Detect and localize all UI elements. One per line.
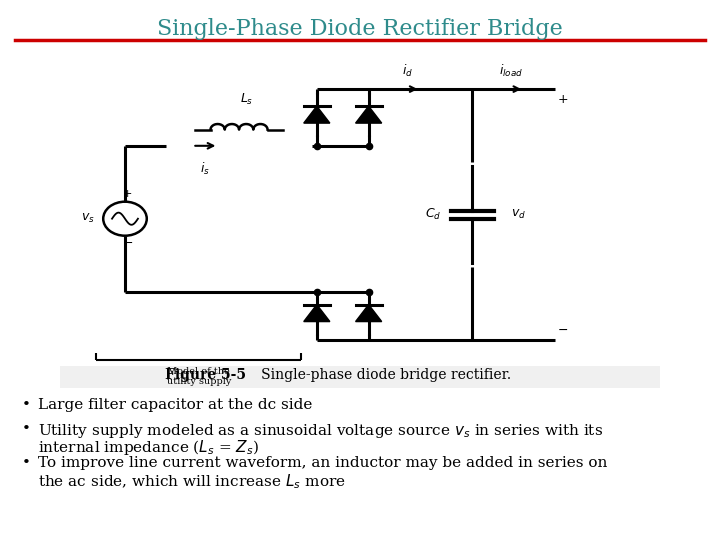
Polygon shape [304,305,330,322]
Text: $C_d$: $C_d$ [426,207,441,222]
Text: $L_s$: $L_s$ [240,92,253,107]
Text: $v_s$: $v_s$ [81,212,94,225]
Text: Utility supply modeled as a sinusoidal voltage source $v_s$ in series with its: Utility supply modeled as a sinusoidal v… [38,422,603,440]
Text: Single-Phase Diode Rectifier Bridge: Single-Phase Diode Rectifier Bridge [157,18,563,40]
Polygon shape [356,305,382,322]
Text: Single-phase diode bridge rectifier.: Single-phase diode bridge rectifier. [248,368,511,382]
Text: $i_d$: $i_d$ [402,63,413,79]
FancyBboxPatch shape [60,366,660,388]
Text: +: + [558,93,568,106]
Text: $v_d$: $v_d$ [511,208,526,221]
Polygon shape [356,106,382,123]
Text: the ac side, which will increase $L_s$ more: the ac side, which will increase $L_s$ m… [38,472,346,491]
Text: $i_s$: $i_s$ [200,161,210,177]
Polygon shape [304,106,330,123]
Text: $i_{load}$: $i_{load}$ [499,63,523,79]
Text: Large filter capacitor at the dc side: Large filter capacitor at the dc side [38,398,312,412]
Text: Figure 5-5: Figure 5-5 [165,368,246,382]
Text: −: − [558,323,568,336]
Text: internal impedance ($L_s$ = $Z_s$): internal impedance ($L_s$ = $Z_s$) [38,438,259,457]
Text: −: − [122,237,132,251]
Text: +: + [123,188,132,199]
Text: Model of the
utility supply: Model of the utility supply [166,367,231,386]
Text: To improve line current waveform, an inductor may be added in series on: To improve line current waveform, an ind… [38,456,608,470]
Text: •: • [22,456,31,470]
Text: •: • [22,422,31,436]
Text: •: • [22,398,31,412]
